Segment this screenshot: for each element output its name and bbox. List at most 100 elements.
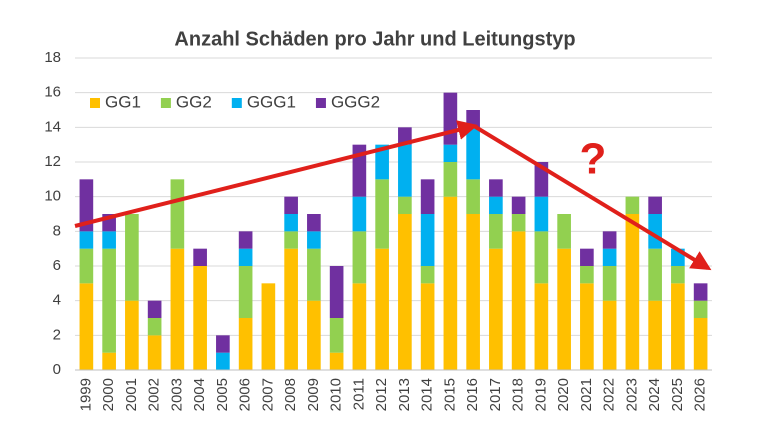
bar-segment (489, 248, 503, 370)
bar-segment (329, 266, 344, 318)
x-tick-label: 2001 (123, 378, 140, 411)
bar-segment (443, 144, 458, 162)
bar-segment (216, 335, 230, 353)
y-tick-label: 0 (53, 361, 61, 378)
x-tick-label: 2025 (669, 378, 686, 411)
bar-segment (284, 248, 298, 370)
bar-segment (648, 196, 662, 214)
x-tick-label: 2023 (623, 378, 640, 411)
bar-segment (443, 92, 458, 145)
x-tick-label: 2018 (510, 378, 527, 411)
x-tick-label: 1999 (77, 378, 94, 411)
chart-title: Anzahl Schäden pro Jahr und Leitungstyp (174, 28, 575, 50)
trend-arrow (472, 124, 712, 271)
bar-segment (489, 196, 503, 214)
bar-segment (102, 248, 116, 353)
bar-segment (375, 179, 389, 249)
y-tick-label: 10 (44, 188, 61, 205)
bar-segment (352, 196, 367, 232)
bar-segment (557, 248, 571, 370)
bar-segment (125, 300, 139, 370)
bar-segment (193, 266, 207, 370)
bar-segment (398, 127, 412, 145)
bar-segment (398, 196, 412, 214)
bar-segment (375, 144, 389, 180)
x-tick-label: 2005 (214, 378, 231, 411)
x-tick-label: 2000 (100, 378, 117, 411)
bar-segment (625, 196, 640, 214)
bar-segment (489, 214, 503, 249)
x-tick-label: 2017 (487, 378, 504, 411)
x-tick-label: 2016 (464, 378, 481, 411)
bar-segment (489, 179, 503, 197)
bar-segment (398, 214, 412, 370)
bar-segment (102, 352, 116, 370)
bar-segment (580, 283, 594, 370)
bar-segment (602, 300, 617, 370)
bar-segment (466, 214, 480, 370)
bar-segment (534, 231, 549, 284)
bar-segment (307, 214, 321, 232)
bar-segment (580, 266, 594, 284)
y-tick-label: 6 (53, 257, 61, 274)
x-tick-label: 2008 (282, 378, 299, 411)
bar-segment (125, 214, 139, 301)
legend-label: GGG1 (247, 92, 296, 111)
bar-segment (284, 231, 298, 249)
y-tick-label: 12 (44, 153, 61, 170)
y-tick-label: 8 (53, 222, 61, 239)
legend-label: GG1 (105, 92, 141, 111)
x-tick-label: 2020 (555, 378, 572, 411)
bar-segment (352, 283, 367, 370)
y-tick-label: 18 (44, 49, 61, 66)
x-tick-label: 2002 (146, 378, 163, 411)
bar-segment (511, 231, 526, 370)
bar-segment (420, 266, 435, 284)
bar-segment (79, 179, 94, 232)
bar-segment (170, 179, 185, 249)
x-tick-label: 2022 (601, 378, 618, 411)
bar-segment (420, 179, 435, 214)
bar-segment (79, 283, 94, 370)
bar-segment (307, 300, 321, 370)
bar-segment (147, 300, 162, 318)
y-tick-label: 14 (44, 118, 61, 135)
bar-segment (79, 248, 94, 284)
bar-segment (420, 214, 435, 266)
bar-segment (284, 214, 298, 232)
bar-segment (693, 283, 708, 301)
x-tick-label: 2024 (646, 378, 663, 411)
legend-swatch (231, 98, 242, 108)
bar-segment (193, 248, 207, 266)
x-tick-label: 2007 (259, 378, 276, 411)
bar-segment (693, 300, 708, 318)
x-tick-label: 2004 (191, 378, 208, 411)
x-tick-label: 2010 (328, 378, 345, 411)
bar-segment (466, 127, 480, 180)
legend-swatch (315, 98, 326, 108)
bar-segment (671, 266, 685, 284)
bar-segment (329, 318, 344, 353)
y-tick-label: 4 (53, 292, 61, 309)
y-tick-label: 16 (44, 84, 61, 101)
bar-segment (648, 300, 662, 370)
bar-segment (420, 283, 435, 370)
bar-segment (443, 162, 458, 197)
bar-segment (147, 335, 162, 370)
y-tick-label: 2 (53, 326, 61, 343)
bar-segment (557, 214, 571, 249)
bar-segment (602, 266, 617, 301)
bar-segment (307, 231, 321, 249)
trend-arrow (74, 120, 478, 228)
bar-segment (466, 179, 480, 214)
x-tick-label: 2011 (350, 378, 367, 410)
bar-segment (352, 231, 367, 284)
bar-segment (534, 196, 549, 232)
bar-segment (511, 214, 526, 232)
bar-segment (693, 318, 708, 370)
bar-segment (625, 214, 640, 370)
bar-segment (238, 231, 253, 249)
legend-swatch (160, 98, 171, 108)
bar-segment (534, 283, 549, 370)
bar-segment (102, 231, 116, 249)
